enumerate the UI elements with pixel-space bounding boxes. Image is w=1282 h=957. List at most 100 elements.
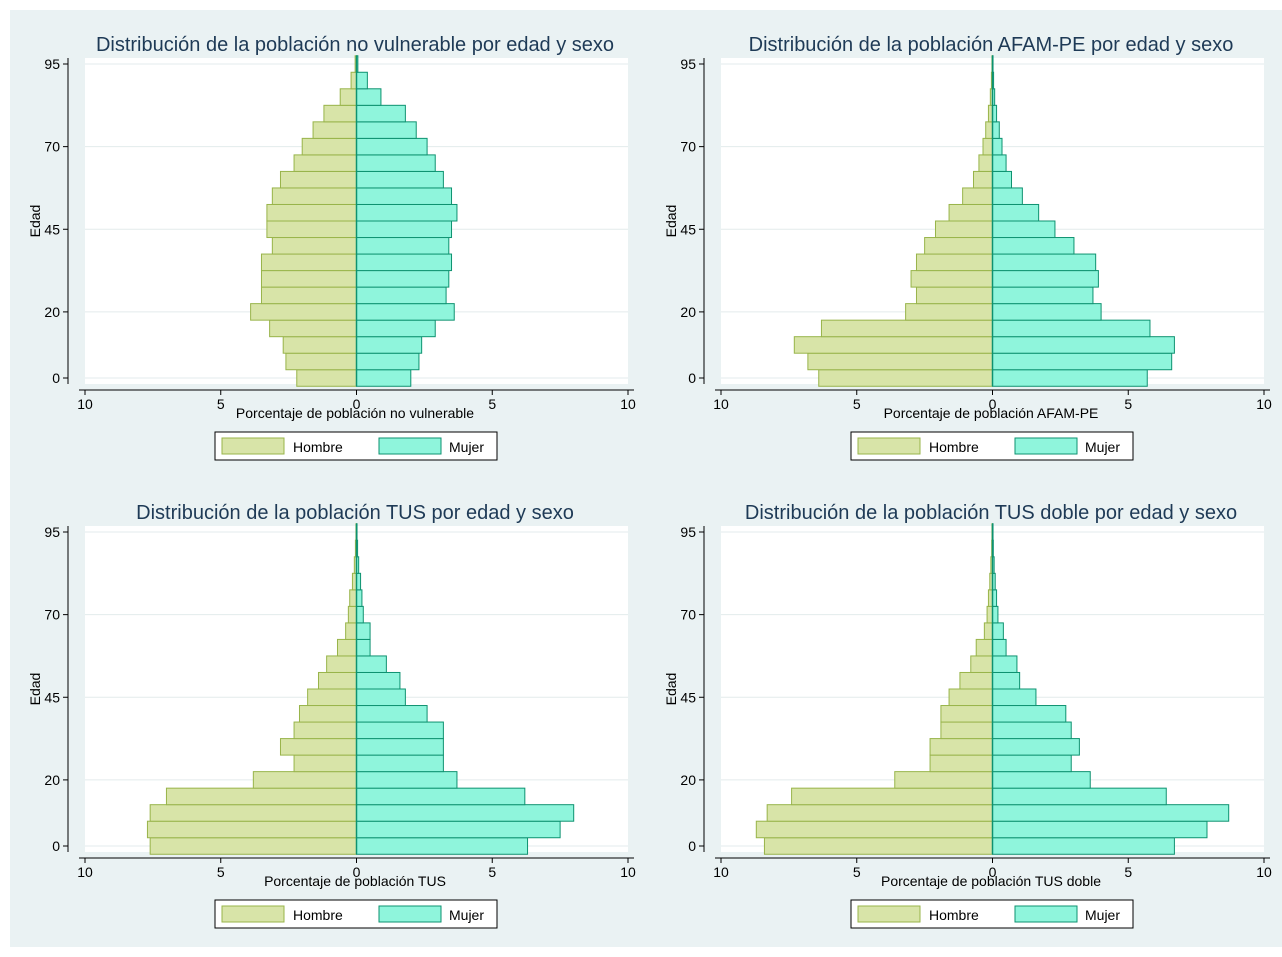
x-tick-label: 10 xyxy=(713,864,729,880)
bar-mujer-age-90 xyxy=(356,71,368,90)
chart-title: Distribución de la población AFAM-PE por… xyxy=(749,34,1234,56)
y-tick-label: 70 xyxy=(680,139,696,155)
bar-hombre-age-60 xyxy=(972,170,993,189)
bar-hombre-age-35 xyxy=(915,253,994,272)
bar-hombre-age-45 xyxy=(307,688,358,707)
bar-mujer-age-0 xyxy=(992,837,1175,855)
bar-hombre-age-35 xyxy=(940,721,994,740)
bar-hombre-age-15 xyxy=(791,787,993,806)
x-tick-label: 5 xyxy=(488,396,496,412)
x-axis-label: Porcentaje de población AFAM-PE xyxy=(884,405,1099,421)
bar-hombre-age-25 xyxy=(260,286,358,305)
x-tick-label: 5 xyxy=(853,396,861,412)
x-tick-label: 10 xyxy=(77,396,93,412)
bar-mujer-age-20 xyxy=(356,303,455,321)
bar-mujer-age-50 xyxy=(356,203,458,222)
bar-hombre-age-55 xyxy=(962,187,994,205)
bar-hombre-age-40 xyxy=(271,237,357,255)
legend-label-hombre: Hombre xyxy=(929,907,979,923)
bar-mujer-age-25 xyxy=(356,754,444,773)
bar-hombre-age-30 xyxy=(260,270,358,288)
bar-mujer-age-75 xyxy=(356,589,363,607)
x-tick-label: 10 xyxy=(713,396,729,412)
bar-hombre-age-0 xyxy=(149,837,357,855)
bar-hombre-age-10 xyxy=(282,336,358,354)
bar-hombre-age-25 xyxy=(293,754,357,773)
bar-mujer-age-45 xyxy=(356,688,406,707)
bar-hombre-age-0 xyxy=(296,369,357,387)
bar-mujer-age-60 xyxy=(992,170,1013,189)
x-tick-label: 5 xyxy=(488,864,496,880)
y-tick-label: 70 xyxy=(44,139,60,155)
x-tick-label: 10 xyxy=(620,396,636,412)
bar-hombre-age-85 xyxy=(339,88,357,106)
bar-mujer-age-35 xyxy=(356,721,444,740)
x-axis-label: Porcentaje de población TUS xyxy=(264,873,446,889)
bar-hombre-age-45 xyxy=(948,688,993,707)
bar-mujer-age-50 xyxy=(992,203,1040,222)
bar-hombre-age-0 xyxy=(763,837,993,855)
bar-hombre-age-60 xyxy=(336,638,357,657)
bar-hombre-age-40 xyxy=(924,237,993,255)
bar-mujer-age-70 xyxy=(356,605,364,624)
y-axis-label: Edad xyxy=(27,673,43,706)
chart-panel-afam-pe: Distribución de la población AFAM-PE por… xyxy=(646,10,1282,478)
bar-hombre-age-40 xyxy=(298,705,357,723)
legend-label-mujer: Mujer xyxy=(449,439,484,455)
y-tick-label: 0 xyxy=(52,370,60,386)
chart-svg: Distribución de la población TUS doble p… xyxy=(663,502,1272,929)
bar-mujer-age-65 xyxy=(992,622,1004,640)
y-tick-label: 95 xyxy=(680,56,696,72)
x-tick-label: 5 xyxy=(853,864,861,880)
chart-title: Distribución de la población TUS por eda… xyxy=(136,502,574,524)
y-tick-label: 45 xyxy=(44,689,60,705)
legend-swatch-mujer xyxy=(1014,437,1078,455)
bar-hombre-age-10 xyxy=(149,804,357,822)
bar-mujer-age-75 xyxy=(992,121,1000,139)
legend-swatch-mujer xyxy=(378,437,442,455)
bar-hombre-age-25 xyxy=(915,286,994,305)
bar-hombre-age-75 xyxy=(349,589,357,607)
y-tick-label: 95 xyxy=(44,56,60,72)
legend-swatch-hombre xyxy=(857,905,921,923)
bar-hombre-age-70 xyxy=(982,137,993,156)
bar-hombre-age-20 xyxy=(250,303,358,321)
x-tick-label: 10 xyxy=(77,864,93,880)
bar-mujer-age-40 xyxy=(992,237,1075,255)
bar-mujer-age-65 xyxy=(992,154,1007,172)
x-tick-label: 10 xyxy=(620,864,636,880)
bar-mujer-age-55 xyxy=(356,655,387,673)
bar-hombre-age-15 xyxy=(165,787,357,806)
legend-swatch-mujer xyxy=(378,905,442,923)
bar-mujer-age-80 xyxy=(356,104,406,123)
chart-svg: Distribución de la población AFAM-PE por… xyxy=(663,34,1272,461)
bar-hombre-age-70 xyxy=(986,605,994,624)
bar-hombre-age-70 xyxy=(301,137,358,156)
bar-mujer-age-75 xyxy=(356,121,417,139)
legend-label-mujer: Mujer xyxy=(449,907,484,923)
x-tick-label: 5 xyxy=(217,864,225,880)
bar-hombre-age-5 xyxy=(807,352,993,371)
chart-panel-no-vulnerable: Distribución de la población no vulnerab… xyxy=(10,10,646,478)
legend-label-hombre: Hombre xyxy=(293,907,343,923)
bar-mujer-age-0 xyxy=(356,369,412,387)
bar-hombre-age-0 xyxy=(818,369,993,387)
bar-mujer-age-40 xyxy=(992,705,1067,723)
x-tick-label: 5 xyxy=(1124,396,1132,412)
y-tick-label: 0 xyxy=(688,838,696,854)
bar-mujer-age-70 xyxy=(992,137,1003,156)
legend-swatch-hombre xyxy=(221,905,285,923)
bar-hombre-age-65 xyxy=(345,622,358,640)
bar-hombre-age-25 xyxy=(929,754,993,773)
bar-mujer-age-65 xyxy=(356,154,436,172)
legend-label-mujer: Mujer xyxy=(1085,907,1120,923)
legend-label-hombre: Hombre xyxy=(929,439,979,455)
bar-hombre-age-15 xyxy=(269,319,357,338)
bar-hombre-age-5 xyxy=(146,820,357,839)
bar-mujer-age-15 xyxy=(992,787,1167,806)
legend-label-hombre: Hombre xyxy=(293,439,343,455)
bar-hombre-age-65 xyxy=(978,154,993,172)
bar-hombre-age-30 xyxy=(910,270,993,288)
bar-hombre-age-55 xyxy=(326,655,358,673)
bar-mujer-age-0 xyxy=(992,369,1148,387)
